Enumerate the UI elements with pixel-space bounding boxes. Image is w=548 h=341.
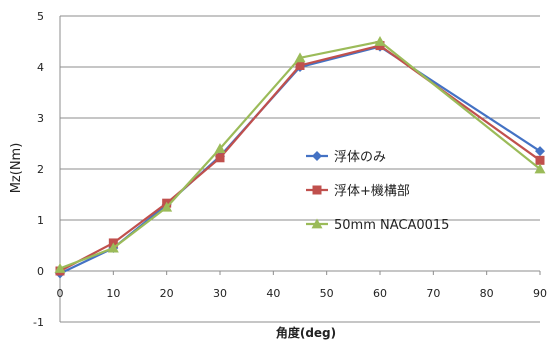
x-axis-label: 角度(deg) (276, 325, 336, 340)
series-line (59, 45, 541, 275)
data-point (295, 60, 305, 70)
y-tick-label: 2 (37, 163, 44, 176)
x-axis-ticks: 0 10 20 30 40 50 60 70 80 90 (57, 287, 548, 300)
x-tick-label: 80 (480, 287, 494, 300)
data-point (161, 201, 173, 212)
y-tick-label: 4 (37, 61, 44, 74)
y-tick-label: 3 (37, 112, 44, 125)
legend-item-3: 50mm NACA0015 (306, 218, 449, 233)
series-line (59, 40, 541, 270)
data-point (535, 146, 545, 157)
legend-item-2: 浮体+機構部 (306, 184, 410, 199)
series-3 (54, 36, 546, 273)
x-tick-label: 40 (266, 287, 280, 300)
y-axis-label: Mz(Nm) (9, 143, 24, 194)
x-tick-label: 10 (106, 287, 120, 300)
legend-label: 浮体+機構部 (334, 184, 410, 199)
series-2 (55, 41, 545, 276)
data-point (374, 36, 386, 46)
y-tick-label: 5 (37, 10, 44, 23)
data-point (214, 143, 226, 153)
y-tick-label: 1 (37, 214, 44, 227)
y-axis-ticks: -1 0 1 2 3 4 5 (33, 10, 44, 329)
series-1 (55, 41, 545, 279)
data-point (534, 163, 546, 174)
data-point (107, 242, 119, 253)
x-tick-label: 60 (373, 287, 387, 300)
x-tick-label: 90 (533, 287, 547, 300)
x-tick-label: 70 (426, 287, 440, 300)
data-point (54, 262, 66, 273)
x-tick-label: 20 (160, 287, 174, 300)
y-tick-label: 0 (37, 265, 44, 278)
legend-label: 浮体のみ (334, 150, 386, 165)
data-point (294, 52, 306, 63)
data-point (535, 155, 545, 165)
plot-series (54, 36, 546, 279)
legend-marker (312, 185, 322, 195)
x-tick-label: 30 (213, 287, 227, 300)
legend-marker (312, 151, 322, 161)
x-tick-label: 50 (320, 287, 334, 300)
data-point (215, 153, 225, 163)
x-tick-label: 0 (57, 287, 64, 300)
y-tick-label: -1 (33, 316, 44, 329)
legend-label: 50mm NACA0015 (334, 218, 449, 233)
legend-marker (311, 218, 323, 229)
series-line (59, 44, 541, 272)
legend-item-1: 浮体のみ (306, 150, 386, 165)
